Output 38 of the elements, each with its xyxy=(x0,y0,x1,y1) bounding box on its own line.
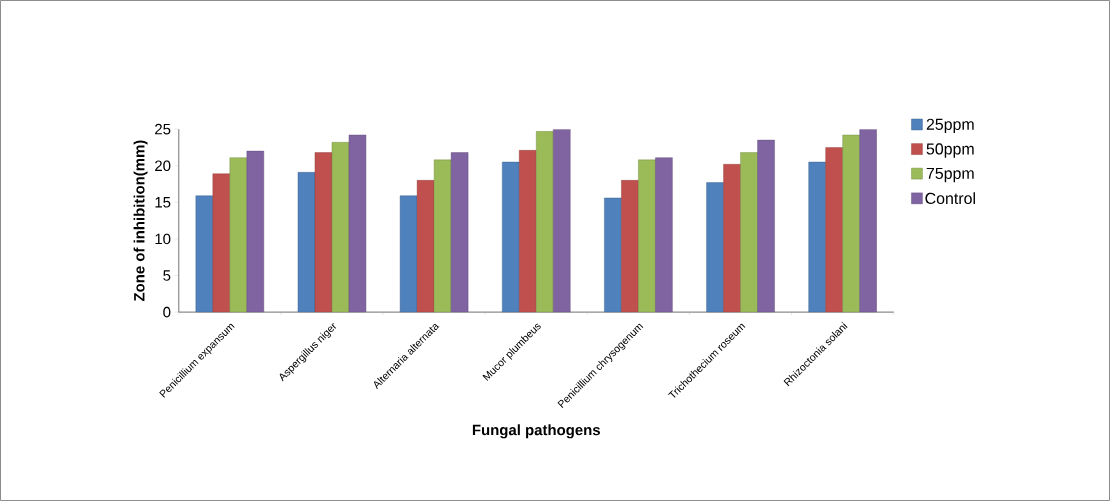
bar xyxy=(246,150,265,313)
bar xyxy=(314,152,333,313)
y-axis-title: Zone of inhibition(mm) xyxy=(133,140,148,302)
bar xyxy=(536,131,554,313)
y-tick-label: 0 xyxy=(163,306,171,318)
y-tick-label: 5 xyxy=(163,270,171,281)
bar xyxy=(638,159,656,313)
y-tick-label: 10 xyxy=(155,233,171,245)
x-axis-title: Fungal pathogens xyxy=(472,424,600,439)
y-tick-label: 15 xyxy=(155,197,171,208)
bar xyxy=(229,157,248,313)
bar xyxy=(808,161,826,313)
bar xyxy=(604,197,622,313)
y-tick-label: 20 xyxy=(155,160,171,172)
legend-label: 50ppm xyxy=(926,143,974,158)
bar xyxy=(348,134,367,313)
bar xyxy=(842,134,860,313)
bar xyxy=(433,159,452,313)
bar xyxy=(859,129,877,313)
bar xyxy=(519,150,537,313)
bar xyxy=(706,182,724,313)
bar xyxy=(331,142,350,313)
bar xyxy=(502,161,520,313)
bar xyxy=(655,157,673,313)
legend-label: Control xyxy=(925,192,975,205)
bar xyxy=(450,152,469,313)
legend-label: 25ppm xyxy=(926,118,974,134)
bar xyxy=(757,139,775,313)
y-tick-label: 25 xyxy=(155,123,171,135)
bar xyxy=(825,147,843,313)
legend-label: 75ppm xyxy=(926,167,974,183)
bar xyxy=(723,164,741,313)
bar xyxy=(553,129,571,313)
bar xyxy=(621,180,639,313)
bar xyxy=(416,180,435,313)
bar xyxy=(740,152,758,313)
bar xyxy=(212,173,231,313)
bar xyxy=(195,195,214,313)
